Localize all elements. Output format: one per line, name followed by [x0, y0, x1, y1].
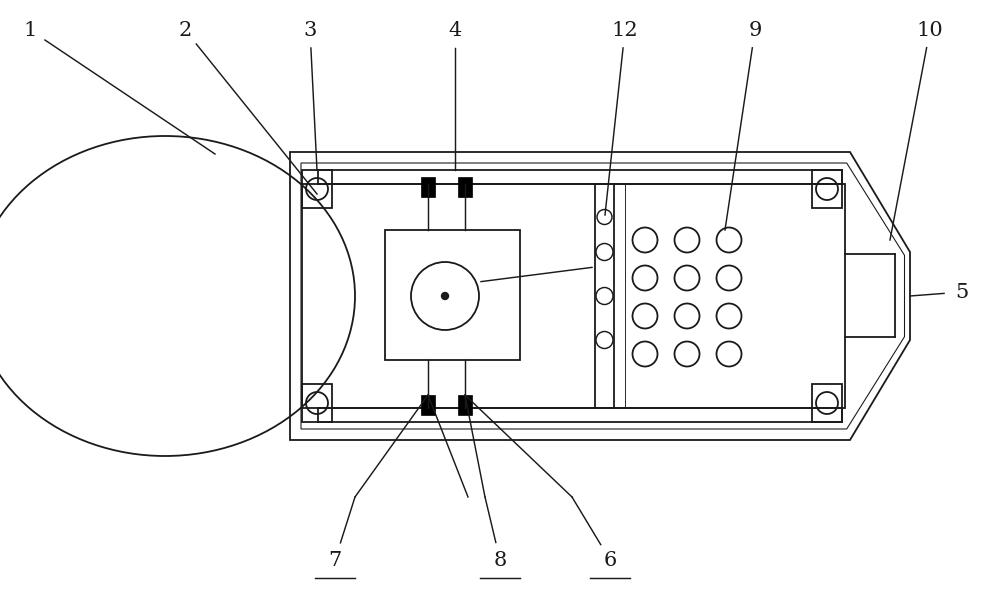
- Bar: [318, 170, 842, 184]
- Text: 10: 10: [917, 20, 943, 40]
- Text: 8: 8: [493, 550, 507, 569]
- Bar: [302, 170, 332, 208]
- Bar: [385, 230, 520, 360]
- Bar: [812, 384, 842, 422]
- Text: 3: 3: [303, 20, 317, 40]
- Text: 9: 9: [748, 20, 762, 40]
- Text: 6: 6: [603, 550, 617, 569]
- Bar: [421, 395, 435, 415]
- Text: 2: 2: [178, 20, 192, 40]
- Text: 12: 12: [612, 20, 638, 40]
- Text: 1: 1: [23, 20, 37, 40]
- Bar: [421, 177, 435, 197]
- Bar: [812, 170, 842, 208]
- Circle shape: [442, 293, 448, 300]
- Bar: [458, 395, 472, 415]
- Bar: [302, 384, 332, 422]
- Bar: [458, 177, 472, 197]
- Bar: [318, 408, 842, 422]
- Text: 7: 7: [328, 550, 342, 569]
- Text: 5: 5: [955, 282, 969, 302]
- Text: 4: 4: [448, 20, 462, 40]
- Bar: [302, 184, 845, 408]
